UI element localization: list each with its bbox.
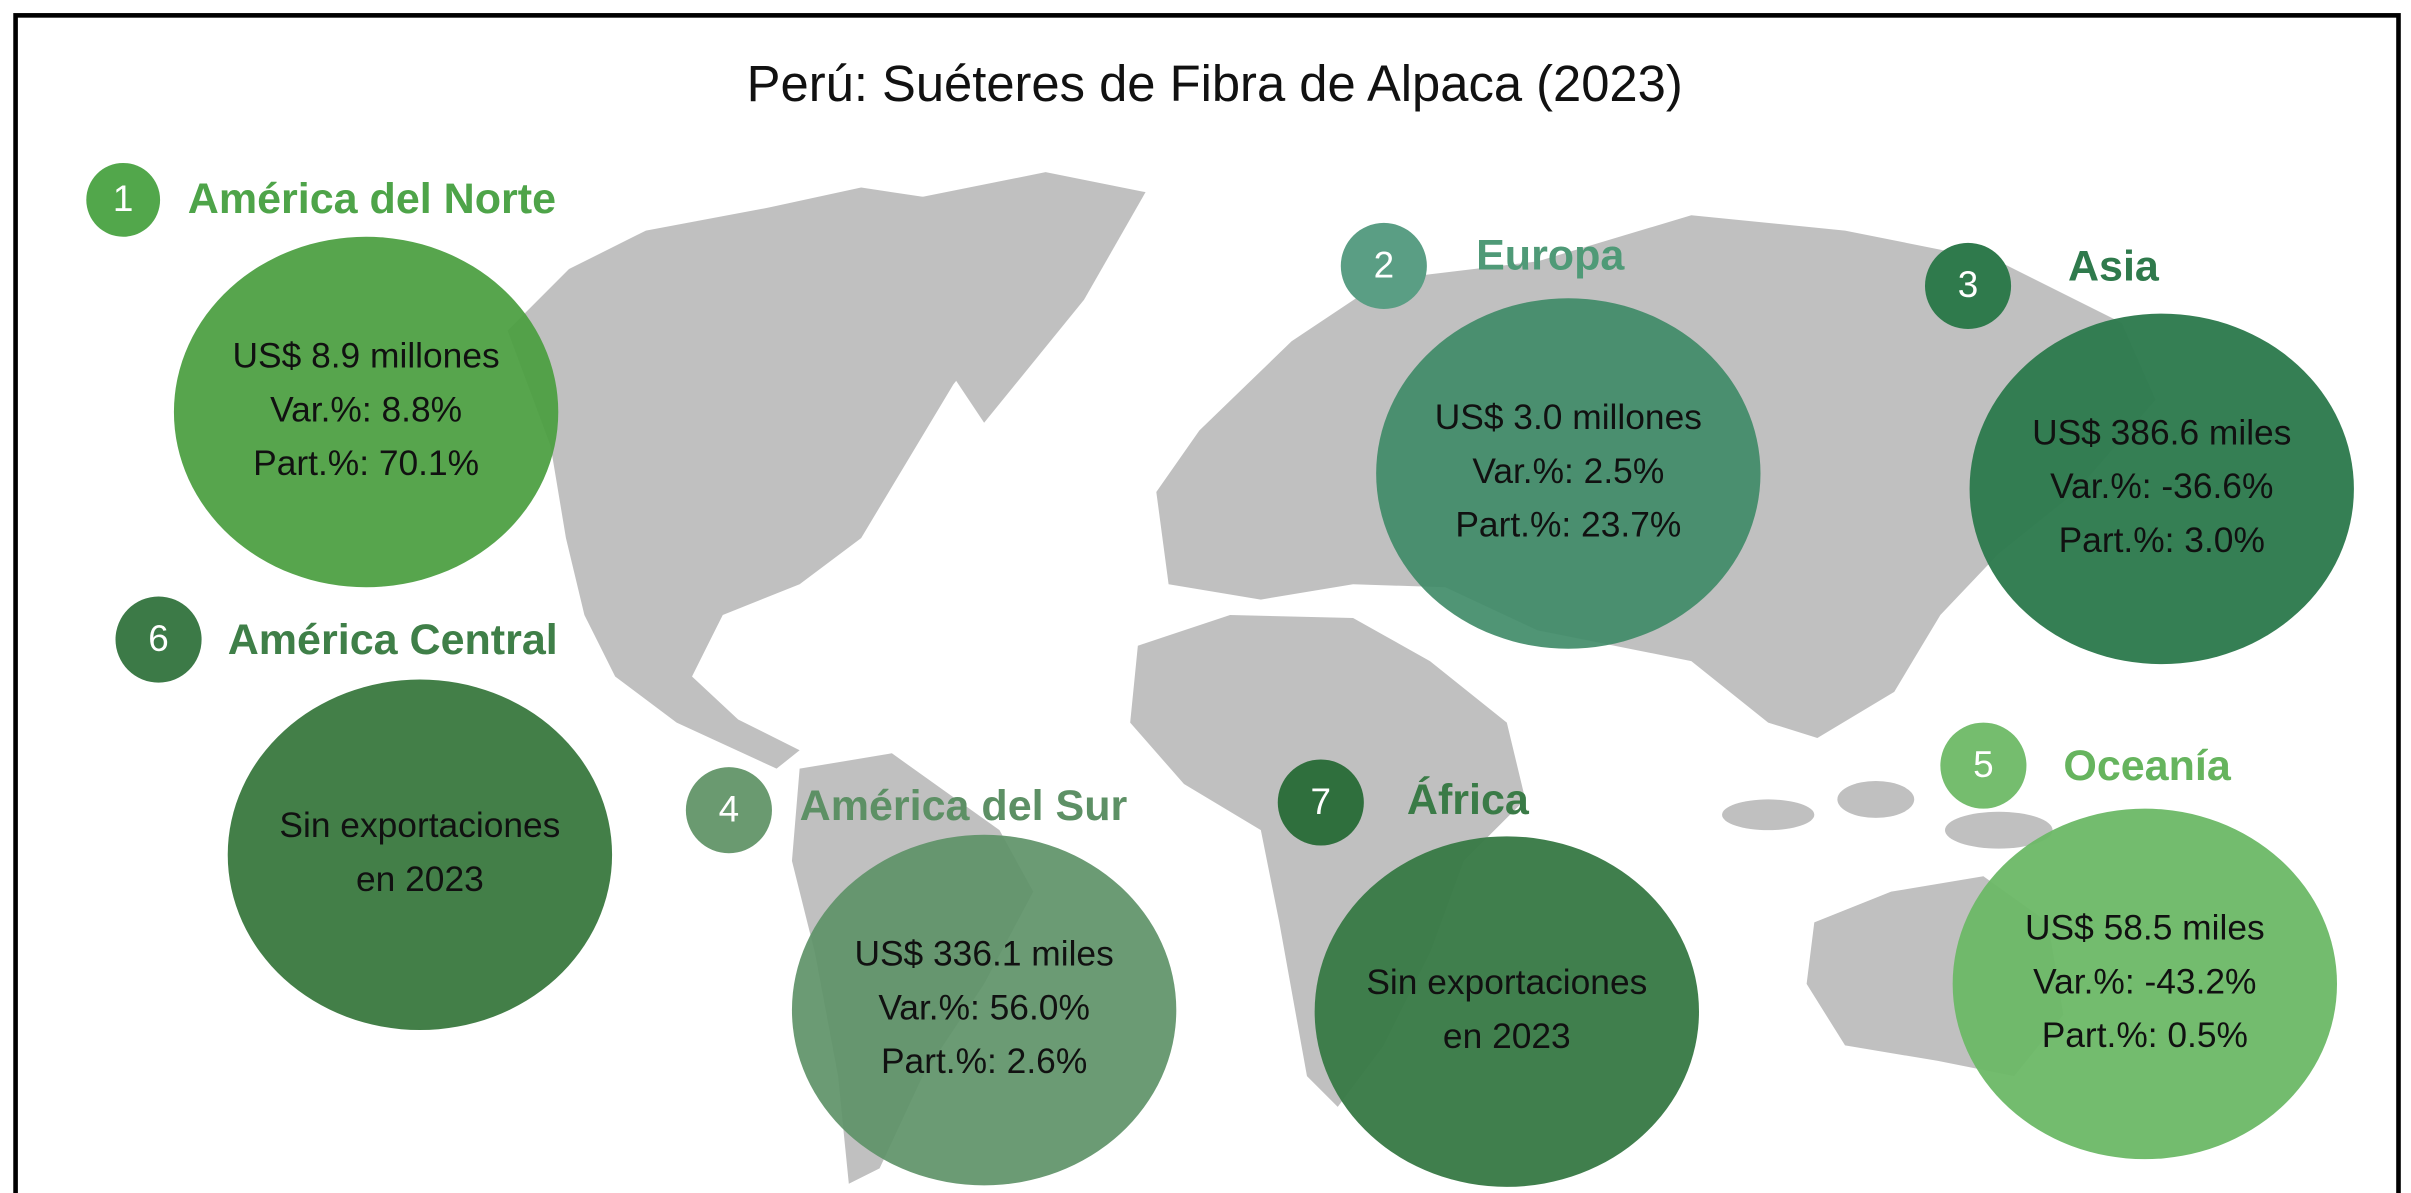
region-stat: Sin exportaciones <box>1366 963 1647 1002</box>
region-name: Europa <box>1476 232 1625 280</box>
region-number: 2 <box>1374 244 1395 285</box>
region-badge <box>115 596 202 683</box>
region-name: América Central <box>228 616 558 664</box>
region-bubble <box>1969 313 2354 665</box>
region-number: 7 <box>1311 781 1332 822</box>
region-number: 6 <box>148 618 169 659</box>
region-badge <box>1277 759 1364 846</box>
region-number: 4 <box>719 788 740 829</box>
region-stat: Part.%: 2.6% <box>881 1042 1087 1081</box>
title: Perú: Suéteres de Fibra de Alpaca (2023) <box>747 55 1683 112</box>
region-number: 1 <box>113 178 134 219</box>
region-stat: Var.%: 2.5% <box>1472 452 1664 491</box>
region-stat: Var.%: -43.2% <box>2033 962 2256 1001</box>
region-badge <box>1940 722 2027 809</box>
north-america <box>507 187 1015 769</box>
region-name: Asia <box>2068 242 2160 290</box>
greenland <box>907 172 1146 423</box>
region-stat: Part.%: 70.1% <box>253 444 479 483</box>
region-stat: US$ 3.0 millones <box>1435 398 1702 437</box>
region-bubble <box>173 236 559 588</box>
region-bubble <box>1314 836 1699 1187</box>
region-badge <box>86 162 161 237</box>
region-stat: US$ 336.1 miles <box>854 935 1113 974</box>
region-stat: Part.%: 3.0% <box>2059 521 2265 560</box>
region-name: América del Norte <box>188 175 556 223</box>
region-stat: Sin exportaciones <box>279 806 560 845</box>
region-stat: Var.%: 8.8% <box>270 390 462 429</box>
region-bubble <box>1952 808 2338 1160</box>
island <box>1722 799 1815 831</box>
region-name: África <box>1407 776 1530 824</box>
region-stat: US$ 8.9 millones <box>233 337 500 376</box>
africa <box>1130 614 1526 1107</box>
region-stat: en 2023 <box>356 860 484 899</box>
region-stat: US$ 58.5 miles <box>2025 908 2265 947</box>
region-bubble <box>791 834 1177 1186</box>
region-stat: Part.%: 23.7% <box>1455 506 1681 545</box>
island <box>1944 811 2053 849</box>
region-badge <box>1924 242 2012 329</box>
region-badge <box>685 767 772 854</box>
region-number: 3 <box>1958 264 1979 305</box>
region-bubble <box>1376 298 1761 649</box>
region-number: 5 <box>1973 744 1994 785</box>
region-name: América del Sur <box>800 782 1128 830</box>
region-stat: Part.%: 0.5% <box>2042 1016 2248 1055</box>
region-stat: Var.%: 56.0% <box>878 988 1090 1027</box>
region-stat: en 2023 <box>1443 1017 1571 1056</box>
island <box>1837 780 1915 818</box>
region-name: Oceanía <box>2063 742 2232 790</box>
region-stat: Var.%: -36.6% <box>2050 467 2273 506</box>
region-bubble <box>227 679 613 1031</box>
regions: 1 América del Norte US$ 8.9 millones Var.%:… <box>86 162 2354 1187</box>
region-badge <box>1340 222 1427 310</box>
region-stat: US$ 386.6 miles <box>2032 413 2291 452</box>
